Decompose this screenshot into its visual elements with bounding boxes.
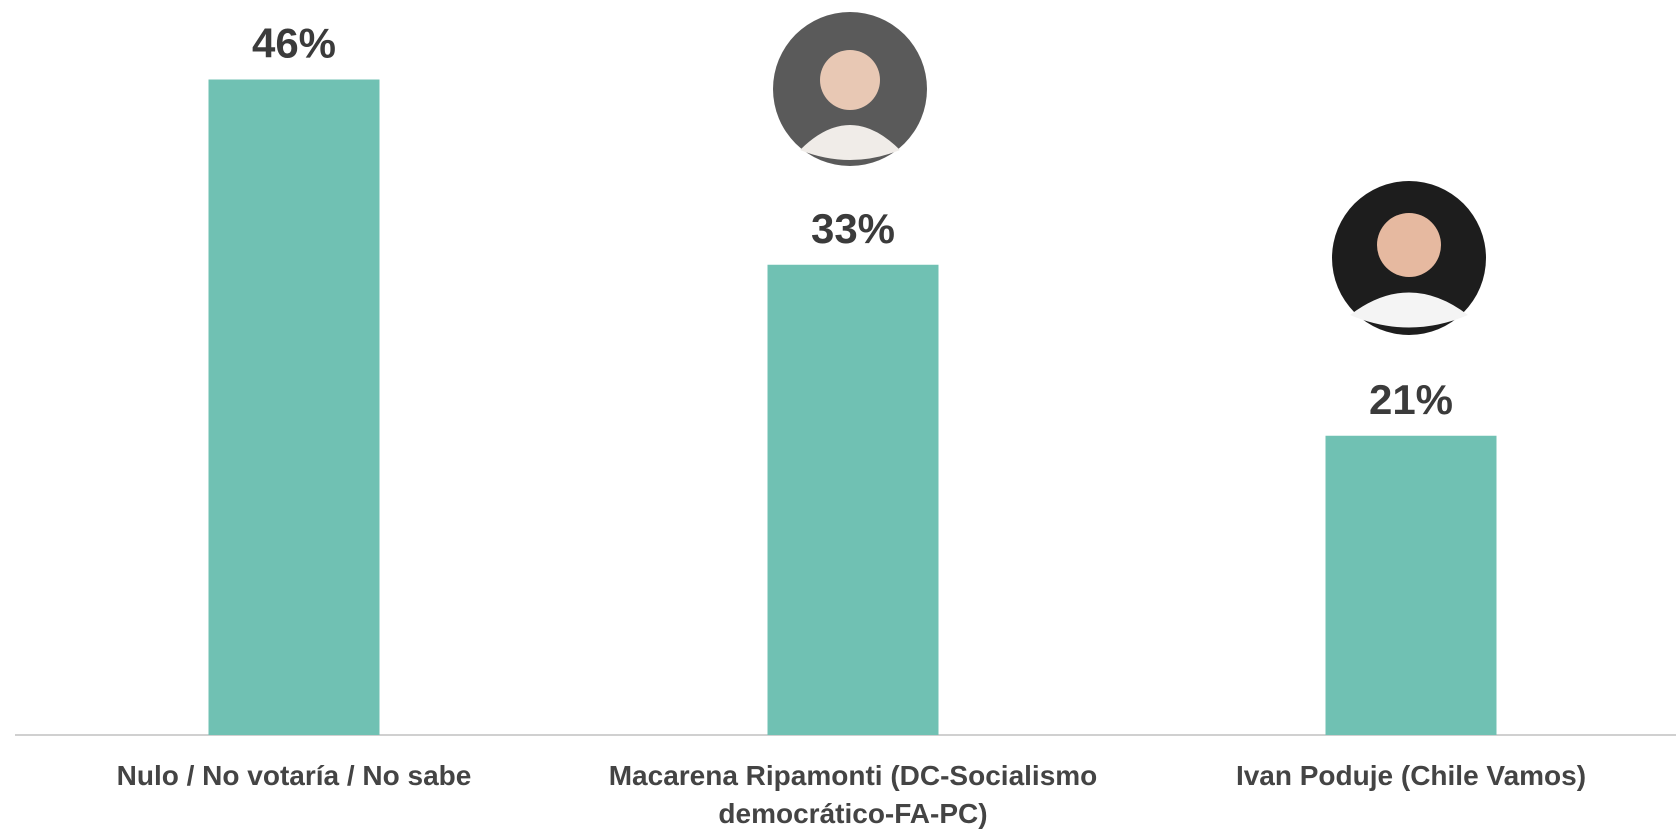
bar bbox=[768, 265, 939, 735]
x-tick-label: Nulo / No votaría / No sabe bbox=[34, 757, 554, 795]
candidate-photo bbox=[773, 12, 927, 166]
bar bbox=[1326, 436, 1497, 735]
x-tick-label: Ivan Poduje (Chile Vamos) bbox=[1151, 757, 1671, 795]
value-label: 46% bbox=[252, 20, 336, 67]
bar bbox=[209, 80, 380, 736]
candidate-photo bbox=[1332, 181, 1486, 335]
chart: 46% 33% 21% Nulo / No votaría / No sabe Mac… bbox=[0, 0, 1676, 833]
value-label: 33% bbox=[811, 205, 895, 252]
chart-svg: 46% 33% 21% bbox=[0, 0, 1676, 833]
value-label: 21% bbox=[1369, 376, 1453, 423]
x-tick-label: Macarena Ripamonti (DC-Socialismo democr… bbox=[593, 757, 1113, 833]
